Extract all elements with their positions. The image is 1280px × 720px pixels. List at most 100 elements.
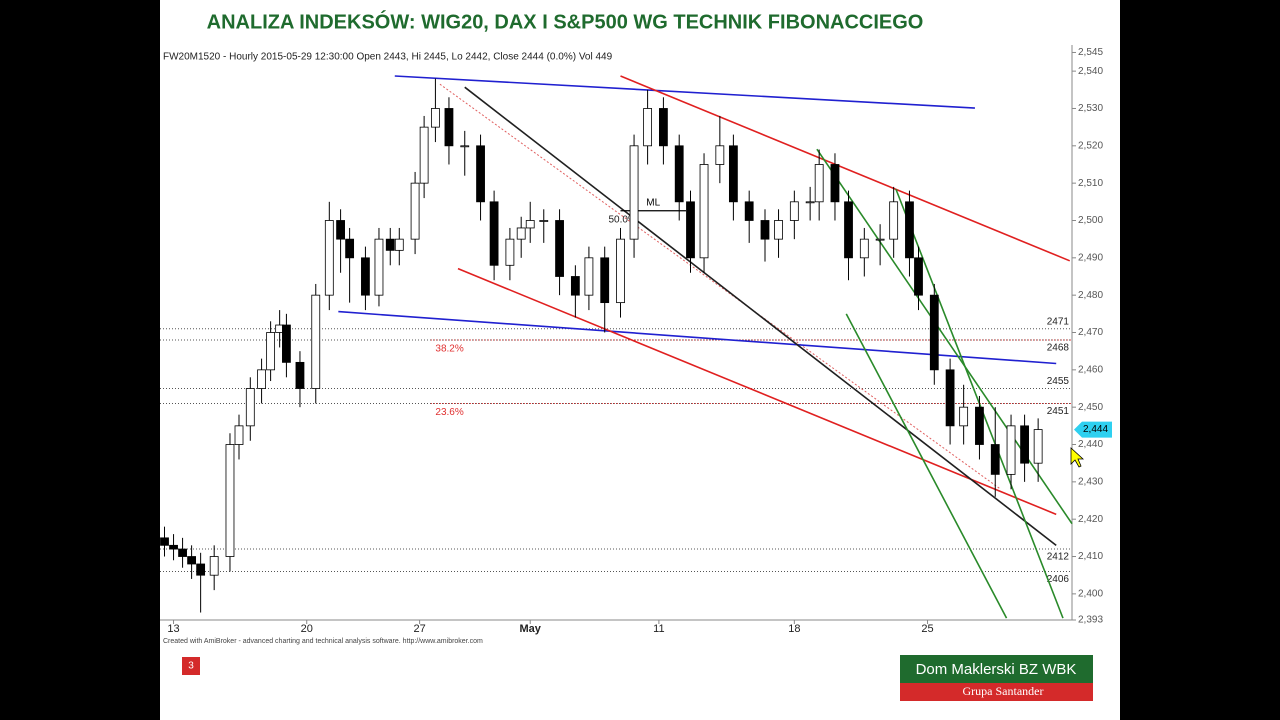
trendline — [394, 75, 975, 109]
candle-body — [859, 238, 869, 259]
midline-label: ML — [646, 197, 660, 208]
candle-body — [178, 548, 187, 557]
logo-top — [900, 655, 1093, 683]
y-tick-label: 2,393 — [1078, 615, 1103, 626]
candle-body — [266, 332, 276, 371]
candle-body — [1006, 425, 1016, 475]
level-label: 2471 — [1047, 316, 1070, 327]
slide-background — [160, 0, 1120, 720]
candle-body — [489, 201, 499, 266]
slide-title: ANALIZA INDEKSÓW: WIG20, DAX I S&P500 WG… — [207, 9, 924, 33]
slide-number-box — [182, 657, 200, 675]
candle-body — [196, 563, 206, 576]
candle-body — [699, 164, 709, 259]
candle-body — [674, 145, 684, 203]
candle-body — [975, 406, 984, 445]
candle-body — [225, 444, 235, 557]
candle-body — [282, 324, 291, 363]
candle-body — [324, 220, 334, 296]
cursor — [1070, 447, 1085, 468]
candle-body — [889, 201, 899, 240]
candle-body — [760, 220, 770, 240]
level-label: 2412 — [1047, 552, 1070, 563]
candle-body — [374, 238, 384, 296]
candle-body — [516, 227, 526, 240]
candle-body — [460, 145, 470, 148]
y-tick-label: 2,545 — [1078, 47, 1103, 58]
candle-body — [584, 257, 594, 296]
level-label: 2455 — [1047, 376, 1070, 387]
y-tick-label: 2,540 — [1078, 66, 1103, 77]
midline-fib-label: 50.0% — [609, 214, 637, 225]
candle-body — [945, 369, 955, 427]
y-tick-label: 2,400 — [1078, 589, 1103, 600]
candle-body — [629, 145, 639, 240]
candle-body — [385, 238, 395, 251]
dashed-line — [439, 83, 1001, 489]
candle-body — [600, 257, 610, 304]
candle-body — [187, 556, 197, 565]
candle-body — [959, 406, 969, 427]
candle-body — [659, 108, 668, 147]
candle-body — [715, 145, 725, 165]
chart-credit: Created with AmiBroker - advanced charti… — [163, 638, 483, 645]
logo-group: Grupa Santander — [963, 684, 1044, 698]
x-tick-label: 25 — [921, 623, 933, 635]
last-price-badge — [1074, 421, 1112, 438]
fib-label: 38.2% — [435, 344, 463, 355]
candle-body — [990, 444, 1000, 475]
y-tick-label: 2,510 — [1078, 178, 1103, 189]
candle-body — [361, 257, 370, 296]
candle-body — [616, 238, 625, 304]
y-tick-label: 2,490 — [1078, 252, 1103, 263]
candle-body — [410, 182, 420, 240]
candle-body — [394, 238, 404, 251]
x-tick-label: 18 — [788, 623, 800, 635]
candle-body — [728, 145, 738, 203]
candle-body — [814, 164, 824, 203]
y-tick-label: 2,470 — [1078, 327, 1103, 338]
y-tick-label: 2,460 — [1078, 364, 1103, 375]
candle-body — [875, 238, 885, 241]
candle-body — [234, 425, 244, 445]
candle-body — [525, 220, 535, 229]
candle-body — [345, 238, 355, 259]
y-tick-label: 2,410 — [1078, 551, 1103, 562]
level-label: 2406 — [1047, 574, 1070, 585]
candle-body — [169, 544, 178, 550]
candle-body — [1020, 425, 1029, 464]
last-price-label: 2,444 — [1083, 424, 1108, 435]
slide-number: 3 — [188, 661, 194, 672]
candle-body — [905, 201, 914, 259]
y-tick-label: 2,530 — [1078, 103, 1103, 114]
candle-body — [257, 369, 266, 389]
candle-body — [830, 164, 840, 203]
candle-body — [209, 556, 219, 576]
candle-body — [476, 145, 485, 203]
y-tick-label: 2,480 — [1078, 290, 1103, 301]
candle-body — [160, 537, 169, 546]
candle-body — [505, 238, 515, 266]
level-label: 2451 — [1047, 406, 1070, 417]
y-tick-label: 2,420 — [1078, 514, 1103, 525]
x-tick-label: 11 — [653, 623, 664, 635]
candle-body — [555, 220, 564, 277]
candle-body — [431, 108, 440, 128]
candle-body — [295, 361, 305, 389]
candle-body — [774, 220, 783, 240]
logo-name: Dom Maklerski BZ WBK — [916, 661, 1077, 678]
fib-label: 23.6% — [435, 407, 463, 418]
candle-body — [444, 108, 454, 147]
candle-body — [245, 388, 255, 427]
trendline — [816, 148, 1073, 525]
y-tick-label: 2,430 — [1078, 476, 1103, 487]
candle-body — [336, 220, 345, 240]
x-tick-label: 13 — [167, 623, 179, 635]
x-tick-label: 27 — [413, 623, 425, 635]
trendline — [457, 267, 1057, 516]
y-tick-label: 2,450 — [1078, 402, 1103, 413]
x-tick-label: May — [520, 623, 542, 635]
candle-body — [744, 201, 754, 221]
